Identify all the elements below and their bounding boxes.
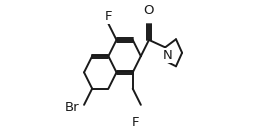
Text: F: F: [132, 116, 139, 129]
Text: Br: Br: [65, 101, 79, 114]
Text: O: O: [144, 4, 154, 17]
Text: F: F: [105, 10, 112, 23]
Text: N: N: [163, 49, 173, 62]
